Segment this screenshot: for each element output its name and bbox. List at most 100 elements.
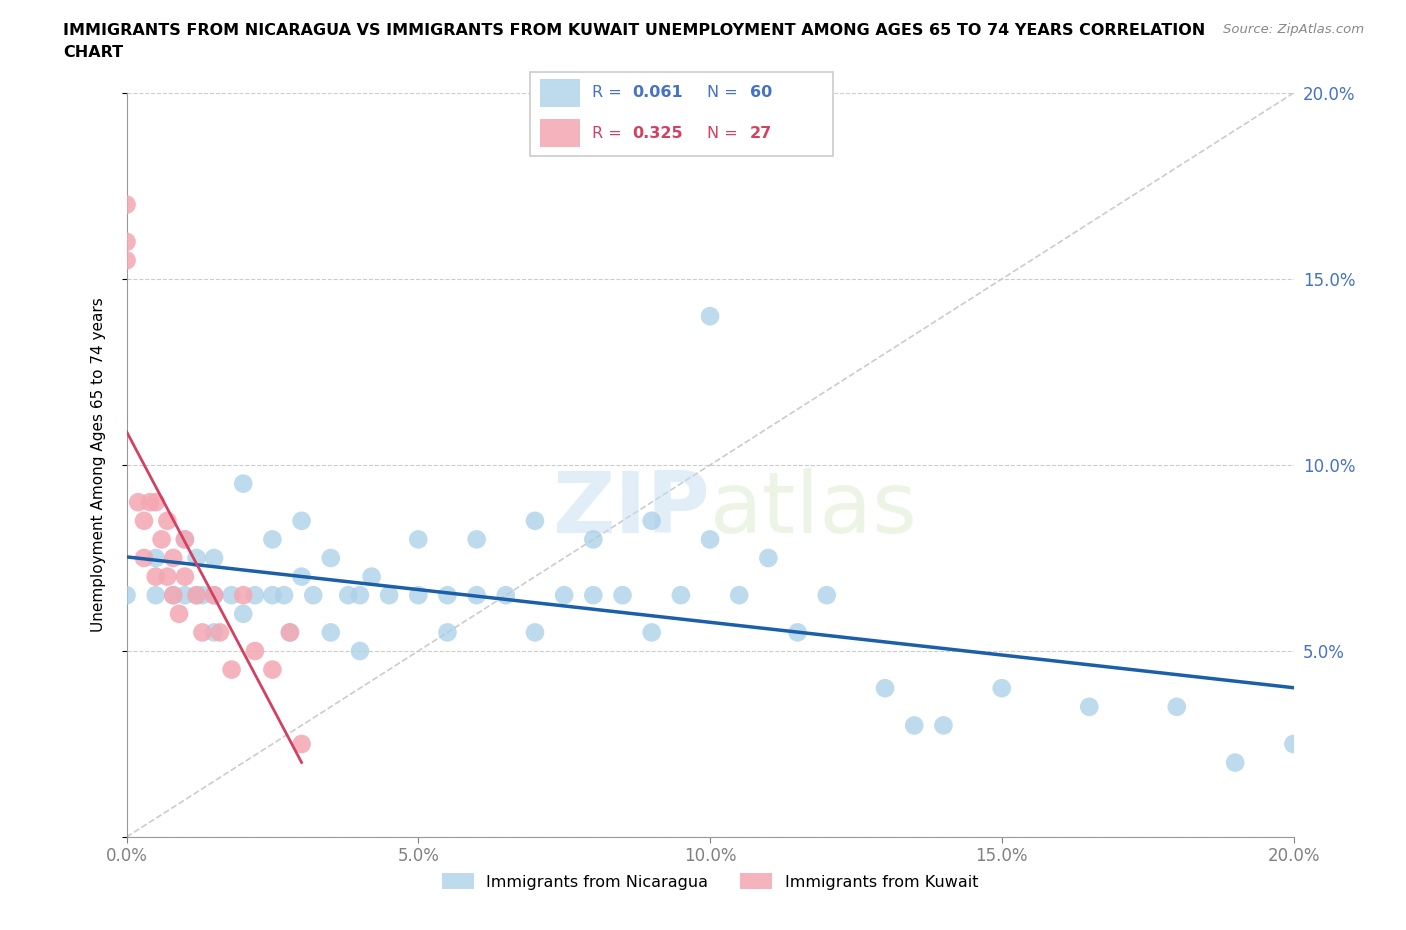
Text: 0.325: 0.325 [633, 126, 683, 140]
Point [167, 606, 190, 621]
Point [132, 513, 155, 528]
Point [145, 569, 167, 584]
Point [408, 532, 430, 547]
Point [174, 588, 197, 603]
Point [186, 588, 208, 603]
Point [319, 625, 342, 640]
Point [162, 551, 184, 565]
Point [465, 588, 488, 603]
Point [191, 625, 214, 640]
Point [278, 625, 301, 640]
Point [202, 588, 225, 603]
Text: IMMIGRANTS FROM NICARAGUA VS IMMIGRANTS FROM KUWAIT UNEMPLOYMENT AMONG AGES 65 T: IMMIGRANTS FROM NICARAGUA VS IMMIGRANTS … [63, 23, 1205, 38]
FancyBboxPatch shape [530, 72, 834, 156]
Point [640, 513, 664, 528]
Point [1078, 699, 1101, 714]
Point [115, 234, 138, 249]
Point [436, 588, 458, 603]
Point [162, 588, 184, 603]
Point [278, 625, 301, 640]
Point [243, 588, 266, 603]
Point [262, 662, 284, 677]
Point [139, 495, 162, 510]
Point [728, 588, 751, 603]
Text: ZIP: ZIP [553, 468, 710, 551]
Point [669, 588, 692, 603]
Point [232, 606, 254, 621]
Point [582, 588, 605, 603]
Point [273, 588, 295, 603]
Point [145, 495, 167, 510]
Point [786, 625, 808, 640]
FancyBboxPatch shape [540, 79, 579, 107]
Text: 27: 27 [749, 126, 772, 140]
Point [1282, 737, 1305, 751]
Point [349, 588, 371, 603]
Point [174, 532, 197, 547]
Point [932, 718, 955, 733]
FancyBboxPatch shape [540, 119, 579, 148]
Point [290, 569, 312, 584]
Point [553, 588, 575, 603]
Point [174, 532, 197, 547]
Point [145, 551, 167, 565]
Y-axis label: Unemployment Among Ages 65 to 74 years: Unemployment Among Ages 65 to 74 years [91, 298, 105, 632]
Point [221, 662, 243, 677]
Point [640, 625, 664, 640]
Point [378, 588, 401, 603]
Point [290, 737, 312, 751]
Point [232, 476, 254, 491]
Point [582, 532, 605, 547]
Point [337, 588, 360, 603]
Point [186, 551, 208, 565]
Point [349, 644, 371, 658]
Point [875, 681, 897, 696]
Point [524, 513, 547, 528]
Point [495, 588, 517, 603]
Point [815, 588, 838, 603]
Point [162, 588, 184, 603]
Text: atlas: atlas [710, 468, 918, 551]
Point [699, 532, 721, 547]
Point [1166, 699, 1188, 714]
Text: 0.061: 0.061 [633, 86, 683, 100]
Point [360, 569, 382, 584]
Point [115, 197, 138, 212]
Point [156, 569, 179, 584]
Point [202, 551, 225, 565]
Text: R =: R = [592, 86, 627, 100]
Point [221, 588, 243, 603]
Point [132, 551, 155, 565]
Point [115, 588, 138, 603]
Point [262, 588, 284, 603]
Point [202, 588, 225, 603]
Legend: Immigrants from Nicaragua, Immigrants from Kuwait: Immigrants from Nicaragua, Immigrants fr… [436, 867, 984, 896]
Text: CHART: CHART [63, 45, 124, 60]
Text: N =: N = [707, 86, 742, 100]
Point [208, 625, 231, 640]
Text: R =: R = [592, 126, 627, 140]
Text: Source: ZipAtlas.com: Source: ZipAtlas.com [1223, 23, 1364, 36]
Point [115, 253, 138, 268]
Point [612, 588, 634, 603]
Point [191, 588, 214, 603]
Point [903, 718, 925, 733]
Point [408, 588, 430, 603]
Point [202, 625, 225, 640]
Point [756, 551, 779, 565]
Point [465, 532, 488, 547]
Point [186, 588, 208, 603]
Point [302, 588, 325, 603]
Point [262, 532, 284, 547]
Point [319, 551, 342, 565]
Point [243, 644, 266, 658]
Point [990, 681, 1012, 696]
Point [232, 588, 254, 603]
Point [127, 495, 149, 510]
Point [1223, 755, 1246, 770]
Point [156, 513, 179, 528]
Point [290, 513, 312, 528]
Point [150, 532, 173, 547]
Text: 60: 60 [749, 86, 772, 100]
Point [524, 625, 547, 640]
